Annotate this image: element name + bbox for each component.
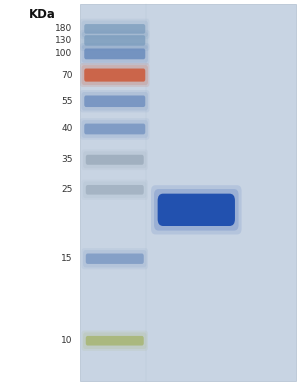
Text: 130: 130 [55, 36, 72, 45]
FancyBboxPatch shape [80, 118, 149, 140]
FancyBboxPatch shape [84, 24, 145, 34]
FancyBboxPatch shape [83, 250, 146, 268]
Text: 25: 25 [61, 185, 72, 194]
Text: 55: 55 [61, 97, 72, 106]
FancyBboxPatch shape [82, 330, 148, 351]
FancyBboxPatch shape [80, 19, 149, 39]
FancyBboxPatch shape [86, 336, 144, 346]
Text: 40: 40 [61, 124, 72, 134]
FancyBboxPatch shape [82, 248, 148, 270]
FancyBboxPatch shape [86, 254, 144, 264]
FancyBboxPatch shape [84, 49, 145, 59]
FancyBboxPatch shape [86, 185, 144, 195]
Text: 10: 10 [61, 336, 72, 345]
FancyBboxPatch shape [84, 35, 145, 46]
FancyBboxPatch shape [80, 90, 149, 112]
FancyBboxPatch shape [86, 155, 144, 165]
Text: KDa: KDa [29, 8, 56, 21]
FancyBboxPatch shape [82, 65, 148, 85]
FancyBboxPatch shape [80, 63, 149, 87]
FancyBboxPatch shape [82, 21, 148, 37]
FancyBboxPatch shape [84, 95, 145, 107]
FancyBboxPatch shape [84, 69, 145, 82]
Text: 15: 15 [61, 254, 72, 263]
FancyBboxPatch shape [158, 194, 235, 226]
FancyBboxPatch shape [154, 189, 239, 231]
FancyBboxPatch shape [80, 30, 149, 51]
Text: 100: 100 [55, 49, 72, 59]
FancyBboxPatch shape [83, 182, 146, 198]
Text: 35: 35 [61, 155, 72, 164]
FancyBboxPatch shape [82, 120, 148, 138]
FancyBboxPatch shape [82, 149, 148, 170]
FancyBboxPatch shape [83, 333, 146, 349]
FancyBboxPatch shape [82, 92, 148, 110]
Text: 70: 70 [61, 70, 72, 80]
FancyBboxPatch shape [83, 151, 146, 168]
FancyBboxPatch shape [80, 43, 149, 65]
FancyBboxPatch shape [82, 179, 148, 200]
FancyBboxPatch shape [151, 185, 242, 234]
Text: 180: 180 [55, 24, 72, 33]
FancyBboxPatch shape [80, 4, 296, 381]
FancyBboxPatch shape [84, 124, 145, 134]
FancyBboxPatch shape [82, 45, 148, 63]
FancyBboxPatch shape [82, 32, 148, 49]
